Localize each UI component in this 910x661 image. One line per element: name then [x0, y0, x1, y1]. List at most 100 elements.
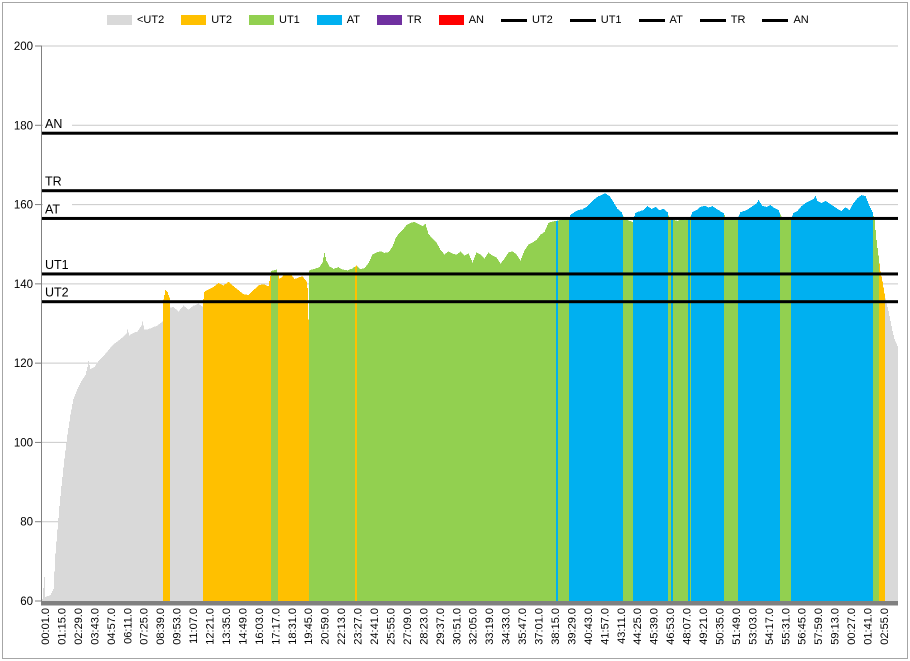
legend-line-marker [569, 18, 596, 22]
x-axis-line [42, 601, 898, 606]
legend-label: UT1 [600, 14, 622, 26]
x-axis-tick-label: 20:59.0 [320, 608, 332, 645]
plot-svg: 200 180 160 140 120 100 80 60 AN TR AT UT1 UT2 00:01.… [14, 41, 898, 645]
x-axis-tick-label: 01:15.0 [56, 608, 68, 645]
threshold-label-backing [43, 201, 72, 216]
legend-label: AT [669, 14, 683, 26]
legend-label: AN [793, 14, 809, 26]
legend-swatch-at [316, 15, 342, 25]
x-axis-tick-label: 27:09.0 [402, 608, 414, 645]
legend-swatch-an [438, 15, 464, 25]
x-axis-tick-label: 24:41.0 [369, 608, 381, 645]
legend-item-fill-ut1: UT1 [249, 12, 300, 28]
x-axis-tick-label: 00:27.0 [846, 608, 858, 645]
x-axis-tick-label: 40:43.0 [583, 608, 595, 645]
y-axis-tick-label: 140 [14, 279, 33, 291]
legend-label: AN [468, 14, 484, 26]
x-axis-tick-label: 25:55.0 [385, 608, 397, 645]
x-axis-tick-label: 59:13.0 [830, 608, 842, 645]
x-axis-tick-label: 50:35.0 [714, 608, 726, 645]
threshold-label-backing [43, 116, 72, 131]
x-axis-tick-label: 56:45.0 [797, 608, 809, 645]
x-axis-tick-label: 02:55.0 [879, 608, 891, 645]
x-axis-tick-label: 00:01.0 [40, 608, 52, 645]
threshold-lines: AN TR AT UT1 UT2 [42, 116, 898, 304]
x-axis-tick-label: 08:39.0 [155, 608, 167, 645]
legend-line-marker [699, 18, 726, 22]
x-axis-tick-label: 07:25.0 [139, 608, 151, 645]
legend-label: UT2 [211, 14, 232, 26]
x-axis-tick-label: 02:29.0 [73, 608, 85, 645]
legend-item-line-an: AN [762, 12, 809, 28]
threshold-label-backing [43, 285, 80, 300]
legend-item-fill-ut2: UT2 [181, 12, 232, 28]
threshold-line-tr [42, 189, 898, 193]
x-axis-tick-label: 48:07.0 [682, 608, 694, 645]
x-axis-tick-label: 54:17.0 [764, 608, 776, 645]
threshold-label-an: AN [45, 117, 62, 131]
x-axis-tick-label: 45:39.0 [649, 608, 661, 645]
x-axis-tick-label: 38:15.0 [550, 608, 562, 645]
x-axis-tick-label: 46:53.0 [665, 608, 677, 645]
y-axis-tick-label: 100 [14, 437, 33, 449]
y-axis-tick-label: 180 [14, 120, 33, 132]
threshold-line-ut2 [42, 300, 898, 304]
legend-label: TR [730, 14, 746, 26]
x-axis-labels: 00:01.0 01:15.0 02:29.0 03:43.0 04:57.0 06:11… [40, 608, 891, 645]
threshold-label-backing [43, 257, 80, 272]
legend-label: UT2 [531, 14, 553, 26]
x-axis-tick-label: 44:25.0 [632, 608, 644, 645]
y-axis-tick-label: 80 [20, 517, 33, 529]
threshold-label-ut1: UT1 [45, 258, 69, 272]
legend-swatch-tr [377, 15, 403, 25]
legend-item-fill-lt: <UT2 [107, 12, 164, 28]
threshold-line-at [42, 216, 898, 220]
threshold-label-ut2: UT2 [45, 286, 69, 300]
x-axis-tick-label: 34:33.0 [501, 608, 513, 645]
legend-item-fill-an: AN [438, 12, 484, 28]
x-axis-tick-label: 29:37.0 [435, 608, 447, 645]
x-axis-tick-label: 33:19.0 [484, 608, 496, 645]
legend-item-line-at: AT [638, 12, 683, 28]
legend-item-line-ut2: UT2 [500, 12, 553, 28]
y-axis-tick-label: 200 [14, 41, 33, 53]
x-axis-tick-label: 13:35.0 [221, 608, 233, 645]
x-axis-tick-label: 32:05.0 [468, 608, 480, 645]
x-axis-tick-label: 19:45.0 [303, 608, 315, 645]
legend-swatch-ut1 [249, 15, 274, 25]
legend-item-line-tr: TR [699, 12, 746, 28]
x-axis-tick-label: 57:59.0 [813, 608, 825, 645]
legend-line-marker [500, 18, 527, 22]
x-axis-tick-label: 11:07.0 [188, 608, 200, 644]
x-axis-tick-label: 18:31.0 [287, 608, 299, 645]
legend-swatch-ut2 [181, 15, 207, 25]
y-axis-tick-label: 120 [14, 358, 33, 370]
x-axis-tick-label: 16:03.0 [254, 608, 266, 645]
threshold-label-at: AT [45, 202, 60, 216]
x-axis-tick-label: 55:31.0 [780, 608, 792, 645]
threshold-label-backing [43, 174, 72, 189]
x-axis-tick-label: 53:03.0 [747, 608, 759, 645]
legend-label: AT [346, 14, 361, 26]
x-axis-tick-label: 43:11.0 [616, 608, 628, 644]
y-axis-labels: 200 180 160 140 120 100 80 60 [14, 41, 33, 608]
threshold-line-ut1 [42, 272, 898, 276]
x-axis-tick-label: 09:53.0 [172, 608, 184, 645]
x-axis-tick-label: 17:17.0 [270, 608, 282, 645]
x-axis-tick-label: 14:49.0 [237, 608, 249, 645]
x-axis-tick-label: 04:57.0 [106, 608, 118, 645]
threshold-line-an [42, 131, 898, 135]
legend-label: UT1 [279, 14, 300, 26]
y-axis-line [41, 46, 42, 606]
legend-swatch-lt [107, 15, 132, 25]
x-axis-tick-label: 28:23.0 [418, 608, 430, 645]
bar-series [42, 193, 898, 603]
axes [41, 46, 898, 606]
legend-item-fill-at: AT [316, 12, 361, 28]
x-axis-tick-label: 35:47.0 [517, 608, 529, 645]
legend: <UT2 UT2 UT1 AT TR AN UT2 UT1 AT TR AN [107, 12, 809, 28]
legend-item-line-ut1: UT1 [569, 12, 622, 28]
x-axis-tick-label: 22:13.0 [336, 608, 348, 645]
